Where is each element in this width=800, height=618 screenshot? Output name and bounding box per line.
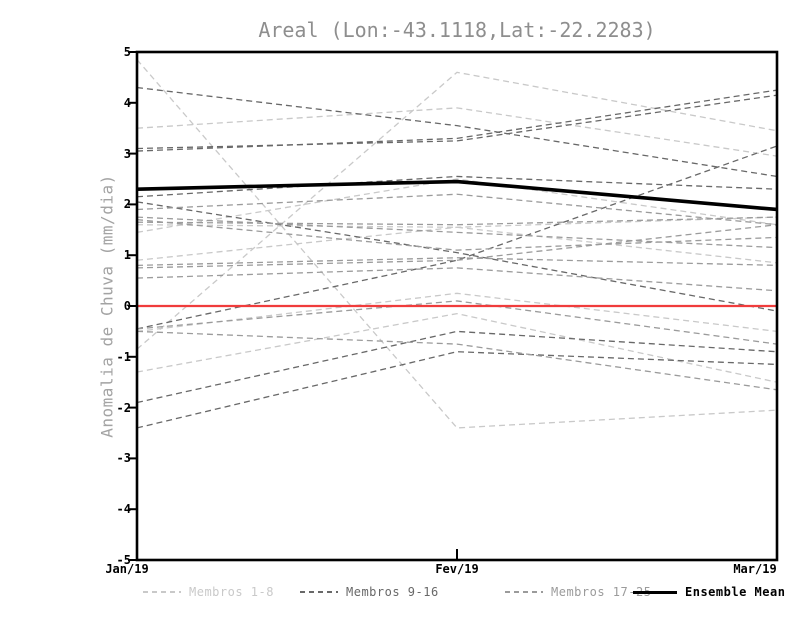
legend-label: Membros 17-25: [551, 585, 652, 599]
y-tick-label: 3: [123, 146, 131, 161]
member-line: [137, 216, 777, 261]
legend-dashed-line-sample: [143, 591, 181, 593]
legend-solid-line-sample: [633, 590, 677, 594]
member-line: [137, 175, 777, 198]
member-line: [137, 330, 777, 391]
member-line: [137, 59, 777, 429]
member-line: [137, 145, 777, 330]
legend-entry: Membros 1-8: [143, 584, 274, 600]
x-tick-label: Mar/19: [733, 562, 777, 576]
legend-entry: Membros 9-16: [300, 584, 439, 600]
member-line: [137, 94, 777, 150]
member-line: [137, 257, 777, 267]
y-tick-label: 1: [123, 248, 131, 263]
member-line: [137, 351, 777, 429]
legend: Membros 1-8 Membros 9-16 Membros 17-25 Ense…: [0, 584, 800, 602]
y-tick-label: -1: [116, 349, 131, 364]
series-lines: [137, 59, 777, 429]
legend-entry: Ensemble Mean: [633, 584, 785, 600]
member-line: [137, 218, 777, 251]
member-line: [137, 107, 777, 157]
legend-entry: Membros 17-25: [505, 584, 651, 600]
member-line: [137, 224, 777, 269]
member-line: [137, 89, 777, 152]
member-line: [137, 86, 777, 178]
member-line: [137, 216, 777, 249]
y-tick-label: -4: [116, 502, 131, 517]
member-line: [137, 312, 777, 383]
member-line: [137, 300, 777, 345]
member-line: [137, 71, 777, 350]
y-tick-label: 4: [123, 95, 131, 110]
member-line: [137, 178, 777, 233]
member-line: [137, 193, 777, 226]
y-tick-label: 2: [123, 197, 131, 212]
member-line: [137, 330, 777, 404]
member-line: [137, 201, 777, 312]
y-tick-label: 0: [123, 299, 131, 313]
member-line: [137, 292, 777, 333]
chart-title: Areal (Lon:-43.1118,Lat:-22.2283): [258, 18, 656, 42]
y-tick-label: 5: [123, 45, 131, 59]
x-tick-label: Fev/19: [435, 562, 479, 576]
legend-label: Ensemble Mean: [685, 585, 786, 599]
member-line: [137, 267, 777, 292]
y-tick-label: -2: [116, 400, 131, 415]
x-tick-label: Jan/19: [105, 562, 149, 576]
legend-dashed-line-sample: [300, 591, 338, 593]
legend-label: Membros 1-8: [189, 585, 274, 599]
legend-label: Membros 9-16: [346, 585, 439, 599]
plot-area: [128, 50, 779, 562]
y-tick-label: -5: [116, 553, 131, 567]
legend-dashed-line-sample: [505, 591, 543, 593]
y-tick-label: -3: [116, 451, 131, 466]
ensemble-mean-line: [137, 179, 777, 212]
member-line: [137, 216, 777, 226]
